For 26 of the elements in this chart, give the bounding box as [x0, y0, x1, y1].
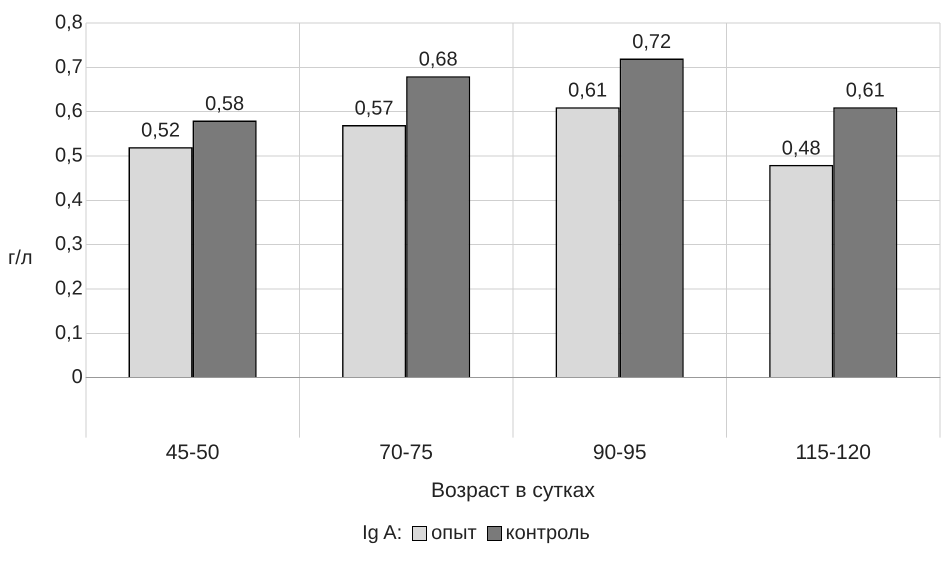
data-label: 0,52: [141, 120, 180, 142]
x-axis-title: Возраст в сутках: [430, 479, 596, 502]
y-tick-label: 0,5: [54, 144, 83, 166]
x-tick-label: 45-50: [166, 440, 220, 464]
y-tick-label: 0,3: [54, 233, 83, 256]
data-label: 0,57: [354, 97, 394, 120]
y-axis-title: г/л: [8, 246, 34, 270]
data-label: 0,72: [632, 30, 672, 53]
data-label: 0,48: [782, 137, 821, 160]
data-label: 0,58: [205, 93, 244, 116]
y-tick-label: 0,8: [54, 12, 83, 34]
data-label: 0,61: [568, 80, 608, 102]
legend-title: Ig A:: [362, 522, 402, 545]
y-tick-label: 0,1: [54, 322, 83, 344]
data-label: 0,68: [418, 48, 458, 71]
x-tick-label: 70-75: [379, 440, 433, 464]
legend-label: контроль: [506, 522, 590, 545]
y-tick-label: 0,7: [54, 56, 83, 78]
y-tick-label: 0: [72, 366, 83, 388]
y-tick-label: 0,4: [54, 188, 83, 211]
x-tick-label: 90-95: [592, 440, 647, 464]
y-tick-label: 0,2: [54, 277, 83, 300]
x-tick-label: 115-120: [795, 440, 871, 464]
legend-label: опыт: [431, 522, 477, 545]
data-label: 0,61: [846, 80, 885, 102]
y-tick-label: 0,6: [54, 100, 83, 122]
